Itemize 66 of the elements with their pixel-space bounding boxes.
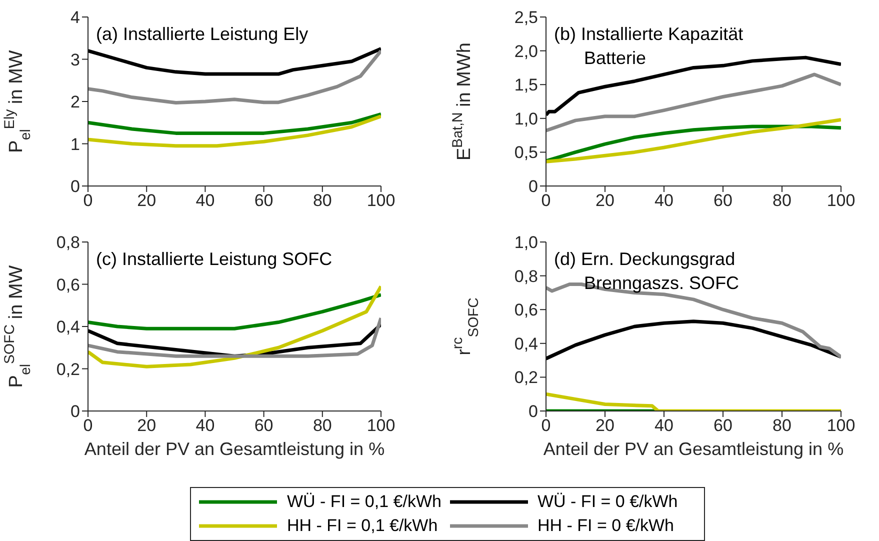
chart-title: (a) Installierte Leistung Ely [96, 23, 308, 46]
text: (b) Installierte Kapazität Batterie [554, 23, 744, 70]
line-series [88, 316, 381, 358]
x-axis-title: Anteil der PV an Gesamtleistung in % [84, 439, 385, 459]
x-tick-label: 80 [312, 191, 332, 210]
y-tick-label: 0,6 [514, 300, 538, 320]
y-tick-label: 1,5 [514, 76, 538, 95]
x-tick-label: 0 [83, 191, 93, 210]
legend-label: WÜ - FI = 0 €/kWh [538, 492, 678, 512]
x-tick-label: 20 [596, 191, 614, 210]
line-series [88, 284, 381, 368]
line-series [88, 46, 381, 76]
x-tick-label: 0 [541, 416, 551, 436]
x-tick-label: 0 [83, 416, 93, 436]
y-tick-label: 0 [528, 177, 538, 196]
y-tick-label: 2,5 [514, 8, 538, 28]
y-tick-label: 4 [70, 8, 80, 28]
y-tick-label: 0,6 [56, 275, 80, 294]
x-tick-label: 0 [541, 191, 551, 210]
x-tick-label: 80 [772, 416, 792, 436]
y-tick-label: 2 [70, 92, 80, 112]
y-tick-label: 0,4 [56, 318, 80, 337]
y-tick-label: 2,0 [514, 42, 538, 61]
x-tick-label: 60 [714, 191, 732, 210]
y-tick-label: 0 [70, 177, 80, 196]
y-tick-label: 0 [70, 402, 80, 422]
y-tick-label: 1,0 [514, 109, 538, 128]
y-tick-label: 0,2 [56, 360, 80, 379]
y-tick-label: 0,2 [514, 368, 538, 388]
x-tick-label: 60 [714, 416, 732, 436]
x-tick-label: 60 [254, 416, 274, 436]
line-series [88, 114, 381, 148]
y-tick-label: 0,8 [56, 233, 80, 252]
x-tick-label: 80 [312, 416, 332, 436]
x-tick-label: 20 [137, 191, 156, 210]
line-series [546, 118, 841, 164]
line-series [546, 72, 841, 132]
y-tick-label: 1,0 [514, 233, 538, 252]
line-series [88, 112, 381, 135]
x-tick-label: 100 [826, 191, 856, 210]
legend-label: HH - FI = 0,1 €/kWh [287, 516, 438, 536]
x-tick-label: 40 [654, 416, 674, 436]
y-tick-label: 0,8 [514, 266, 538, 286]
x-tick-label: 20 [596, 416, 614, 436]
x-tick-label: 40 [196, 191, 215, 210]
x-tick-label: 100 [366, 191, 396, 210]
y-tick-label: 0,5 [514, 143, 538, 162]
y-tick-label: 1 [70, 134, 80, 154]
x-tick-label: 40 [654, 191, 674, 210]
y-tick-label: 0 [528, 402, 538, 422]
x-axis-title: Anteil der PV an Gesamtleistung in % [543, 439, 844, 459]
legend-label: WÜ - FI = 0,1 €/kWh [287, 492, 442, 512]
x-tick-label: 100 [826, 416, 856, 436]
x-tick-label: 60 [254, 191, 274, 210]
x-tick-label: 80 [772, 191, 792, 210]
line-series [88, 49, 381, 105]
y-tick-label: 3 [70, 50, 80, 70]
line-series [88, 293, 381, 330]
x-tick-label: 100 [366, 416, 396, 436]
y-tick-label: 0,4 [514, 334, 538, 354]
text: (d) Ern. Deckungsgrad Brenngaszs. SOFC [554, 248, 740, 295]
line-series [546, 320, 841, 360]
x-tick-label: 20 [137, 416, 156, 436]
x-tick-label: 40 [196, 416, 215, 436]
chart-title: (c) Installierte Leistung SOFC [96, 248, 332, 271]
legend-label: HH - FI = 0 €/kWh [538, 516, 674, 536]
